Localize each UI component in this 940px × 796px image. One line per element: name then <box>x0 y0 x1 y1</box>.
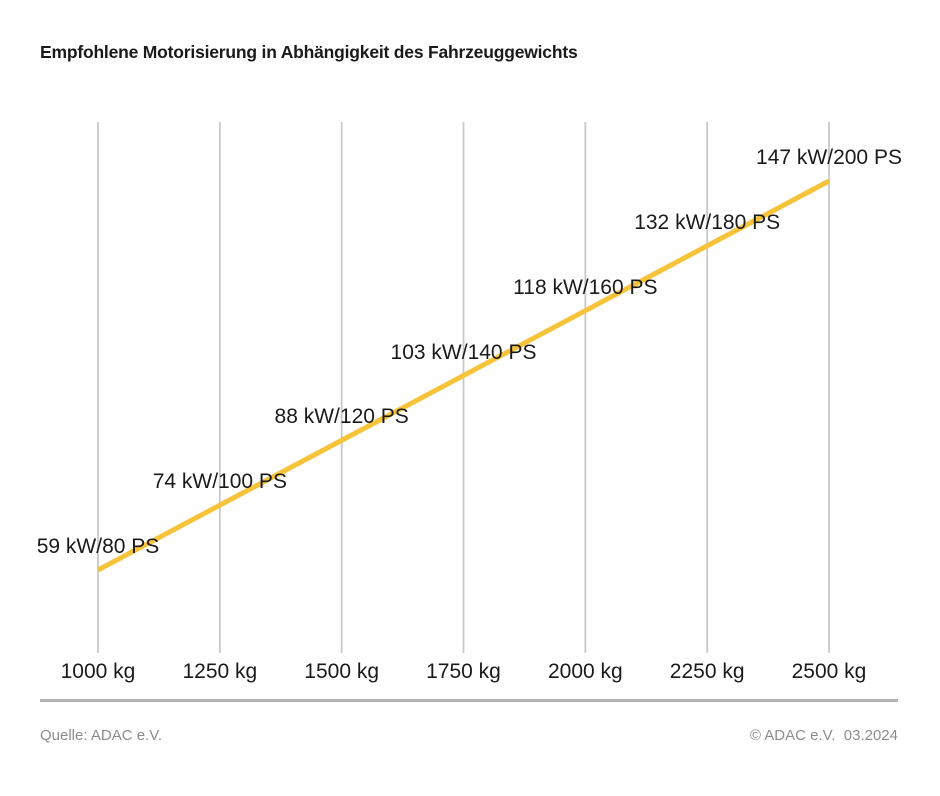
source-text: Quelle: ADAC e.V. <box>40 727 163 744</box>
copyright-text: © ADAC e.V. 03.2024 <box>749 727 898 744</box>
point-label: 132 kW/180 PS <box>634 210 781 234</box>
point-label: 88 kW/120 PS <box>274 405 409 429</box>
point-label: 147 kW/200 PS <box>756 146 902 169</box>
x-tick-label: 2000 kg <box>547 660 623 683</box>
point-label: 74 kW/100 PS <box>152 470 287 494</box>
data-line <box>96 178 831 573</box>
x-tick-label: 1250 kg <box>182 660 258 683</box>
x-tick-label: 1500 kg <box>304 660 380 683</box>
point-label: 103 kW/140 PS <box>390 340 537 364</box>
point-label: 118 kW/160 PS <box>513 275 658 299</box>
x-tick-label: 2250 kg <box>669 660 745 683</box>
x-tick-label: 1750 kg <box>426 660 501 683</box>
chart-title: Empfohlene Motorisierung in Abhängigkeit… <box>40 42 578 62</box>
x-tick-label: 1000 kg <box>60 660 136 683</box>
point-label: 59 kW/80 PS <box>36 535 160 558</box>
x-tick-label: 2500 kg <box>791 660 867 683</box>
footer-divider <box>40 699 898 702</box>
